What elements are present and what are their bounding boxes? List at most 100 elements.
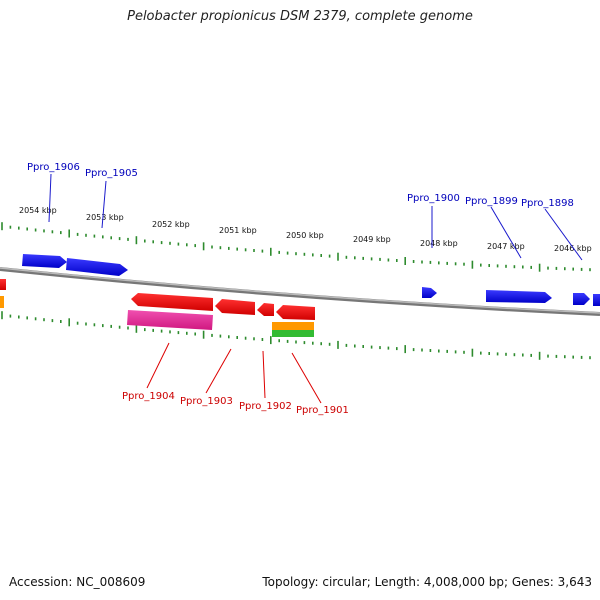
minor-tick bbox=[379, 257, 381, 261]
gene-label-ppro-1899[interactable]: Ppro_1899 bbox=[465, 196, 518, 207]
gene-ppro-1900[interactable] bbox=[422, 287, 437, 298]
minor-tick bbox=[505, 264, 507, 268]
minor-tick bbox=[110, 324, 112, 328]
scale-label-2048: 2048 kbp bbox=[420, 239, 458, 248]
minor-tick bbox=[236, 336, 238, 339]
major-tick bbox=[337, 252, 339, 261]
gene-label-ppro-1900[interactable]: Ppro_1900 bbox=[407, 193, 460, 204]
minor-tick bbox=[488, 352, 490, 355]
minor-tick bbox=[370, 345, 373, 349]
gene-ppro-1904[interactable] bbox=[131, 293, 213, 311]
minor-tick bbox=[127, 326, 129, 330]
gene-ppro-1906[interactable] bbox=[22, 254, 67, 268]
minor-tick bbox=[572, 267, 574, 271]
minor-tick bbox=[446, 349, 448, 353]
gene-reverse-edge[interactable] bbox=[0, 279, 6, 290]
major-tick bbox=[538, 263, 541, 272]
major-tick bbox=[68, 229, 70, 238]
gene-ppro-1898[interactable] bbox=[573, 293, 590, 305]
minor-tick bbox=[26, 227, 28, 231]
minor-tick bbox=[463, 350, 465, 354]
gene-label-ppro-1905[interactable]: Ppro_1905 bbox=[85, 168, 138, 179]
minor-tick bbox=[76, 321, 79, 325]
gene-label-ppro-1906[interactable]: Ppro_1906 bbox=[27, 162, 80, 173]
gene-label-ppro-1902[interactable]: Ppro_1902 bbox=[239, 401, 292, 412]
minor-tick bbox=[454, 262, 457, 266]
minor-tick bbox=[320, 342, 322, 346]
rna-feature-pink[interactable] bbox=[127, 310, 213, 330]
major-tick bbox=[471, 260, 474, 269]
scale-label-2052: 2052 kbp bbox=[152, 220, 190, 229]
minor-tick bbox=[522, 353, 524, 357]
minor-tick bbox=[278, 250, 280, 254]
gene-ppro-1899[interactable] bbox=[486, 290, 552, 303]
reverse-genes bbox=[0, 279, 315, 320]
minor-tick bbox=[85, 322, 87, 326]
minor-tick bbox=[354, 256, 356, 260]
minor-tick bbox=[144, 328, 146, 332]
accession-text: Accession: NC_008609 bbox=[9, 575, 146, 589]
minor-tick bbox=[454, 350, 457, 354]
minor-tick bbox=[261, 338, 264, 341]
minor-tick bbox=[286, 251, 289, 255]
major-tick bbox=[538, 351, 541, 360]
minor-tick bbox=[228, 246, 230, 250]
major-tick bbox=[270, 336, 272, 345]
gene-forward-edge[interactable] bbox=[593, 294, 600, 306]
minor-tick bbox=[186, 243, 188, 247]
minor-tick bbox=[496, 264, 499, 268]
minor-tick bbox=[396, 347, 398, 351]
minor-tick bbox=[320, 254, 322, 257]
gene-ppro-1905[interactable] bbox=[66, 258, 128, 276]
major-tick bbox=[337, 340, 339, 349]
minor-tick bbox=[513, 353, 516, 357]
minor-tick bbox=[312, 253, 314, 257]
minor-tick bbox=[244, 248, 247, 252]
minor-tick bbox=[177, 242, 180, 246]
major-tick bbox=[471, 348, 474, 357]
minor-tick bbox=[76, 232, 79, 236]
minor-tick bbox=[522, 265, 524, 269]
gene-ppro-1901[interactable] bbox=[276, 305, 315, 320]
minor-tick bbox=[93, 323, 96, 327]
minor-tick bbox=[60, 320, 62, 323]
minor-tick bbox=[118, 237, 121, 241]
minor-tick bbox=[51, 230, 54, 234]
minor-tick bbox=[530, 265, 532, 269]
minor-tick bbox=[295, 340, 297, 344]
minor-tick bbox=[9, 225, 12, 229]
minor-tick bbox=[93, 234, 96, 238]
minor-tick bbox=[194, 332, 196, 336]
gene-label-ppro-1903[interactable]: Ppro_1903 bbox=[180, 396, 233, 407]
minor-tick bbox=[127, 237, 129, 241]
scale-label-2053: 2053 kbp bbox=[86, 213, 124, 222]
minor-tick bbox=[312, 341, 314, 345]
minor-tick bbox=[354, 344, 356, 348]
minor-tick bbox=[513, 265, 516, 269]
minor-tick bbox=[379, 346, 381, 350]
minor-tick bbox=[412, 260, 415, 263]
major-tick bbox=[1, 311, 3, 320]
minor-tick bbox=[421, 260, 423, 264]
minor-tick bbox=[169, 330, 171, 334]
reverse-leader-lines bbox=[146, 342, 322, 404]
minor-tick bbox=[303, 252, 306, 256]
inner-tick-track bbox=[1, 311, 591, 360]
minor-tick bbox=[547, 266, 549, 270]
major-tick bbox=[270, 247, 272, 256]
minor-tick bbox=[438, 349, 440, 353]
gene-ppro-1902[interactable] bbox=[257, 303, 274, 316]
feature-green-right[interactable] bbox=[272, 330, 314, 337]
forward-leader-lines bbox=[48, 173, 583, 261]
gene-ppro-1903[interactable] bbox=[215, 299, 255, 315]
map-title: Pelobacter propionicus DSM 2379, complet… bbox=[127, 9, 473, 24]
feature-orange-left[interactable] bbox=[0, 296, 4, 308]
feature-orange-right[interactable] bbox=[272, 322, 314, 330]
gene-label-ppro-1898[interactable]: Ppro_1898 bbox=[521, 198, 574, 209]
gene-label-ppro-1904[interactable]: Ppro_1904 bbox=[122, 391, 175, 402]
minor-tick bbox=[211, 245, 213, 249]
minor-tick bbox=[328, 342, 331, 346]
gene-label-ppro-1901[interactable]: Ppro_1901 bbox=[296, 405, 349, 416]
major-tick bbox=[202, 242, 205, 251]
scale-label-2050: 2050 kbp bbox=[286, 231, 324, 240]
